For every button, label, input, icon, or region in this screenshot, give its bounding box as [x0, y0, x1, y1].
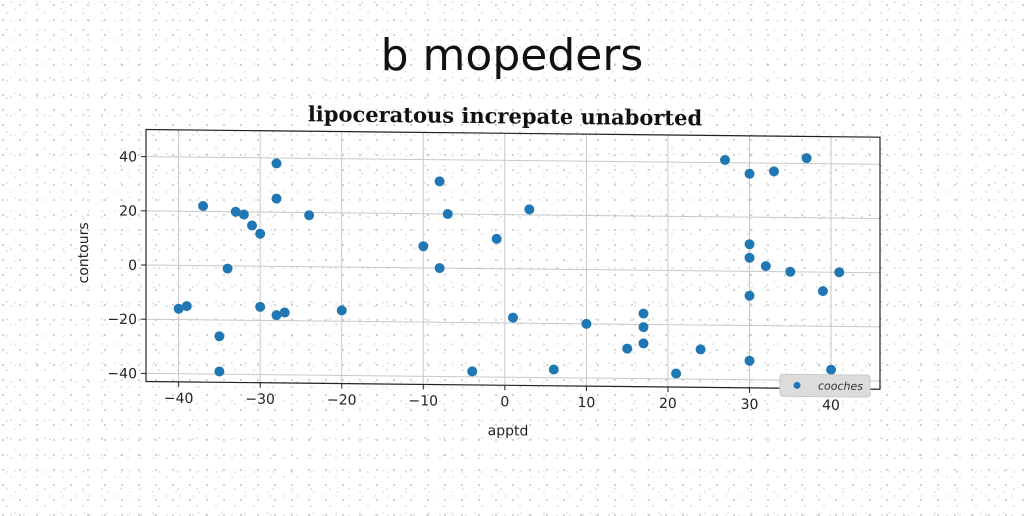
- y-tick-label: −40: [107, 366, 137, 382]
- data-point: [214, 366, 224, 376]
- y-tick-label: 40: [119, 149, 137, 165]
- y-tick-label: −20: [107, 312, 137, 328]
- data-point: [524, 204, 534, 214]
- x-tick-label: 10: [577, 395, 595, 411]
- data-point: [745, 291, 755, 301]
- data-point: [247, 220, 257, 230]
- data-point: [418, 241, 428, 251]
- y-tick-label: 20: [119, 204, 137, 220]
- data-point: [492, 234, 502, 244]
- data-point: [834, 267, 844, 277]
- x-tick-label: 30: [741, 397, 759, 413]
- x-tick-label: −40: [164, 391, 194, 407]
- data-point: [443, 209, 453, 219]
- data-point: [255, 229, 265, 239]
- data-point: [745, 239, 755, 249]
- data-point: [271, 194, 281, 204]
- data-point: [826, 365, 836, 375]
- data-point: [745, 253, 755, 263]
- data-point: [549, 364, 559, 374]
- x-tick-label: −30: [245, 392, 275, 408]
- data-point: [214, 331, 224, 341]
- data-point: [802, 153, 812, 163]
- data-point: [720, 155, 730, 165]
- data-point: [435, 263, 445, 273]
- data-points: [174, 146, 845, 383]
- data-point: [769, 166, 779, 176]
- data-point: [671, 368, 681, 378]
- x-tick-label: 20: [659, 396, 677, 412]
- y-grid-line: [146, 211, 880, 219]
- x-tick-label: −20: [327, 392, 357, 408]
- data-point: [745, 169, 755, 179]
- data-point: [223, 264, 233, 274]
- data-point: [638, 309, 648, 319]
- data-point: [696, 344, 706, 354]
- y-axis-label: contours: [76, 222, 92, 283]
- y-grid-line: [146, 373, 880, 381]
- y-tick-label: 0: [128, 258, 137, 274]
- y-grid-line: [146, 157, 880, 165]
- data-point: [581, 319, 591, 329]
- data-point: [304, 210, 314, 220]
- data-point: [508, 313, 518, 323]
- data-point: [818, 286, 828, 296]
- data-point: [467, 366, 477, 376]
- data-point: [435, 176, 445, 186]
- legend-label: cooches: [818, 380, 863, 393]
- x-axis-label: apptd: [488, 423, 529, 439]
- data-point: [785, 267, 795, 277]
- data-point: [255, 302, 265, 312]
- data-point: [638, 322, 648, 332]
- data-point: [622, 344, 632, 354]
- legend: cooches: [780, 374, 870, 397]
- data-point: [271, 158, 281, 168]
- data-point: [761, 261, 771, 271]
- data-point: [745, 356, 755, 366]
- x-tick-label: 0: [500, 394, 509, 410]
- x-tick-label: 40: [822, 398, 840, 414]
- data-point: [638, 338, 648, 348]
- chart-title: lipoceratous increpate unaborted: [308, 101, 703, 130]
- data-point: [239, 210, 249, 220]
- data-point: [198, 201, 208, 211]
- data-point: [337, 305, 347, 315]
- x-tick-label: −10: [409, 393, 439, 409]
